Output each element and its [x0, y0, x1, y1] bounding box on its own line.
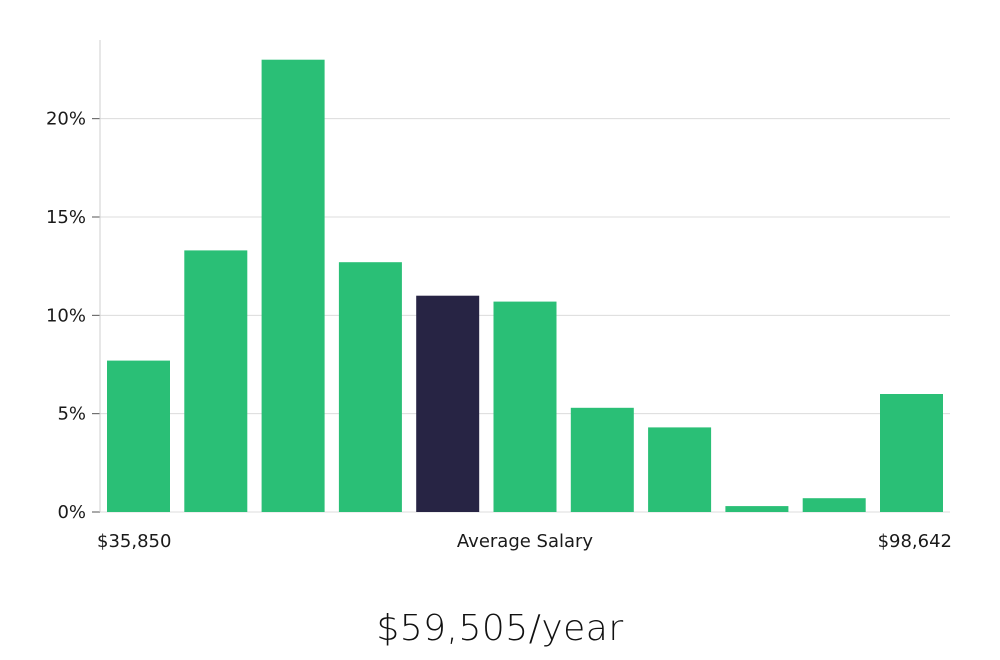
y-tick-label: 20% — [46, 109, 86, 130]
bar-highlight — [416, 295, 480, 512]
x-max-label: $98,642 — [878, 531, 952, 552]
bar — [802, 498, 866, 512]
y-tick-label: 5% — [57, 404, 86, 425]
bar — [648, 427, 712, 512]
bar — [261, 59, 325, 512]
salary-histogram: 0% 5% 10% 15% 20% $35,850 Average Salary $98… — [46, 40, 952, 552]
bar — [107, 360, 170, 512]
x-center-label: Average Salary — [457, 531, 594, 552]
bar — [184, 250, 248, 512]
average-salary-value: $59,505/year — [376, 608, 624, 649]
y-tick-label: 0% — [57, 502, 86, 523]
y-tick-label: 10% — [46, 305, 86, 326]
bar — [493, 301, 557, 512]
bar — [725, 506, 789, 512]
bar — [880, 394, 943, 512]
bar — [338, 262, 402, 512]
x-min-label: $35,850 — [97, 531, 171, 552]
bars — [107, 59, 943, 512]
y-tick-label: 15% — [46, 207, 86, 228]
bar — [570, 407, 634, 512]
y-axis-ticks: 0% 5% 10% 15% 20% — [46, 109, 100, 523]
